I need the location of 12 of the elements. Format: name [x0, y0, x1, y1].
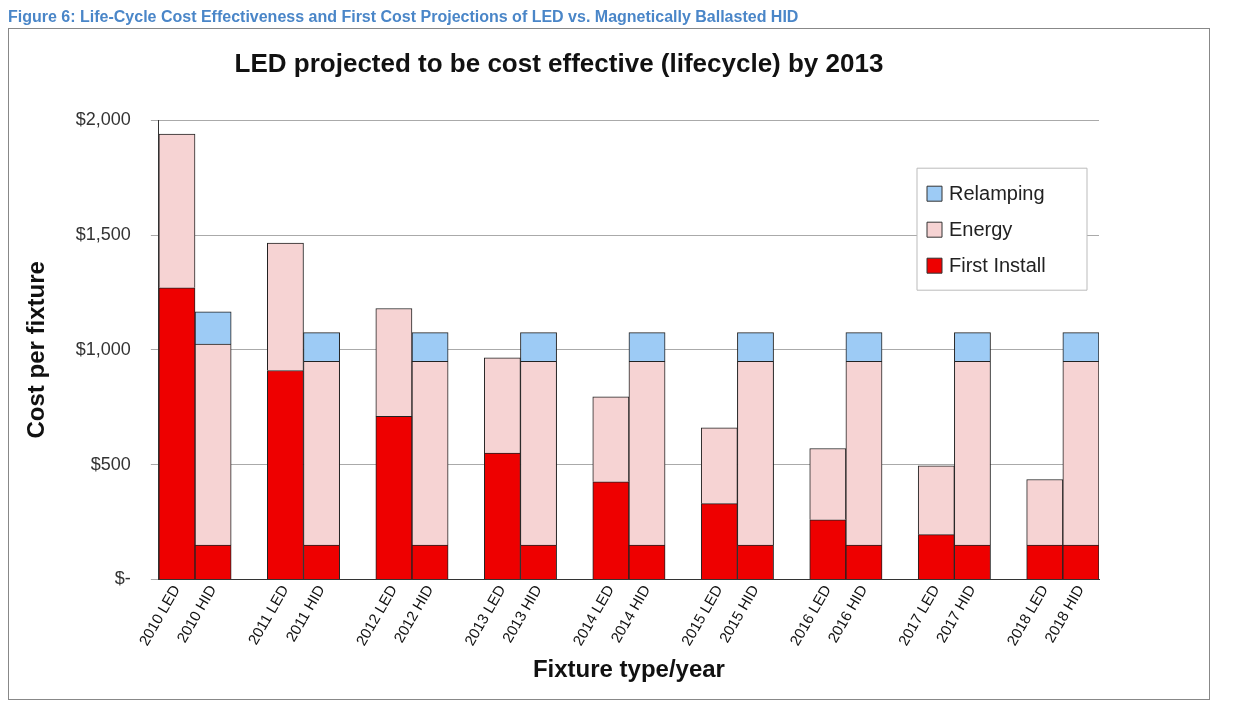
legend-label: Energy	[949, 217, 1013, 240]
y-axis-title: Cost per fixture	[22, 261, 50, 439]
y-tick-label: $500	[90, 453, 131, 474]
y-tick-label: $1,000	[75, 338, 131, 359]
legend-label: Relamping	[949, 181, 1045, 204]
chart-title: LED projected to be cost effective (lifecycle) by 2013	[234, 47, 884, 78]
y-tick-label: $1,500	[75, 223, 131, 244]
y-tick-label: $2,000	[75, 109, 131, 130]
x-axis-title: Fixture type/year	[532, 655, 725, 683]
y-tick-label: $-	[114, 568, 131, 589]
caption: Figure 6: Life-Cycle Cost Effectiveness and First Cost Projections of LED vs. Magnetically Ballasted HID	[8, 8, 800, 26]
legend-label: First Install	[949, 253, 1046, 276]
